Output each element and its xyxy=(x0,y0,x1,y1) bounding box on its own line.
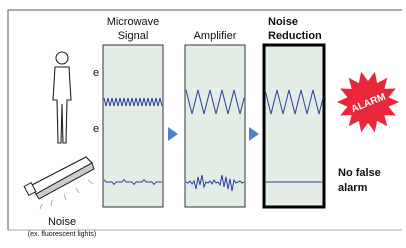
column-label: Amplifier xyxy=(194,30,237,42)
column-label: Microwave xyxy=(107,16,160,28)
person-icon xyxy=(53,52,71,143)
column-label: Noise xyxy=(268,16,298,28)
diagram: e e Noise (ex. fluorescent lights) Micro… xyxy=(0,0,406,248)
noise-label: Noise xyxy=(48,216,76,228)
arrow xyxy=(168,127,178,141)
arrow xyxy=(249,127,259,141)
reduction-panel xyxy=(264,45,324,207)
column-label: Reduction xyxy=(268,30,322,42)
result-text: alarm xyxy=(338,182,368,194)
column-label: Signal xyxy=(118,30,149,42)
alarm-badge: ALARM xyxy=(337,72,399,132)
fragment-text: e xyxy=(93,67,99,79)
result-text: No false xyxy=(338,167,381,179)
page: {"left_fragments": ["e", "e"], "columns"… xyxy=(0,0,406,248)
noise-note: (ex. fluorescent lights) xyxy=(28,231,96,238)
fragment-text: e xyxy=(93,123,99,135)
lamp-icon xyxy=(24,157,94,209)
